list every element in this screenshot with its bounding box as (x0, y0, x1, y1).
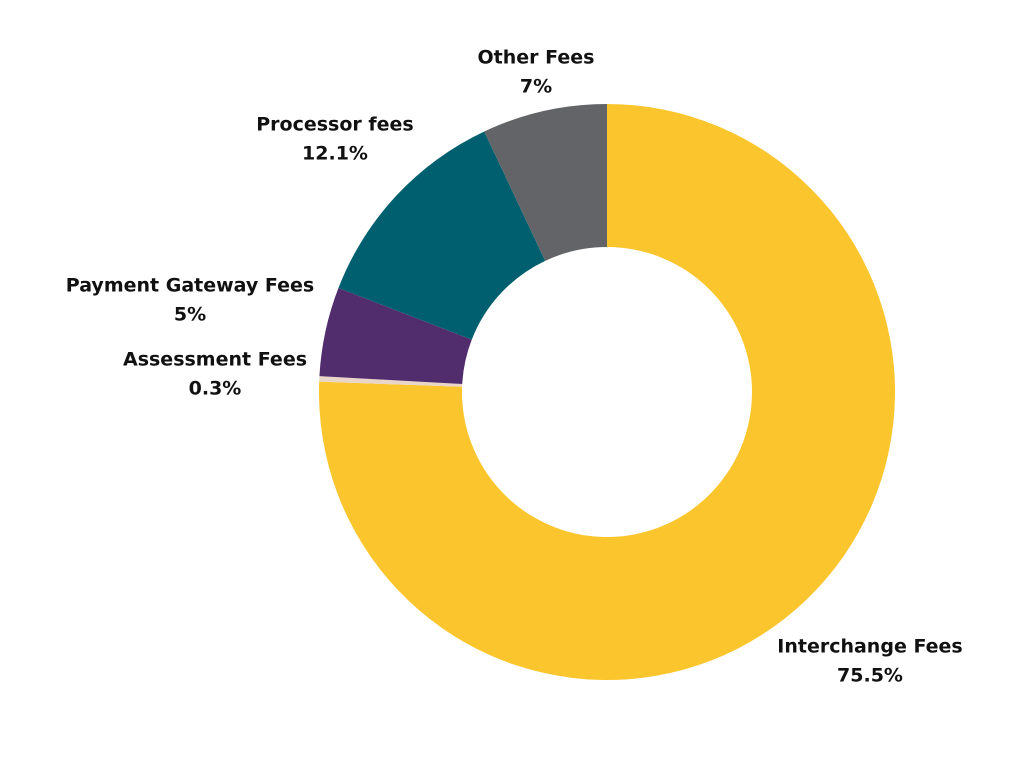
slice-value-label: 0.3% (189, 378, 242, 400)
slice-label: Payment Gateway Fees (66, 275, 314, 297)
slice-value-label: 7% (520, 76, 552, 98)
slice-label: Other Fees (478, 47, 595, 69)
donut-slice (319, 287, 472, 385)
slice-label: Processor fees (256, 114, 414, 136)
slice-label: Interchange Fees (777, 636, 962, 658)
slice-value-label: 75.5% (837, 665, 903, 687)
donut-slice (338, 131, 546, 340)
donut-slice (484, 104, 607, 261)
donut-slice (319, 104, 896, 680)
slice-value-label: 5% (174, 304, 206, 326)
donut-slice (319, 376, 463, 387)
slice-label: Assessment Fees (123, 349, 307, 371)
slice-value-label: 12.1% (302, 143, 368, 165)
